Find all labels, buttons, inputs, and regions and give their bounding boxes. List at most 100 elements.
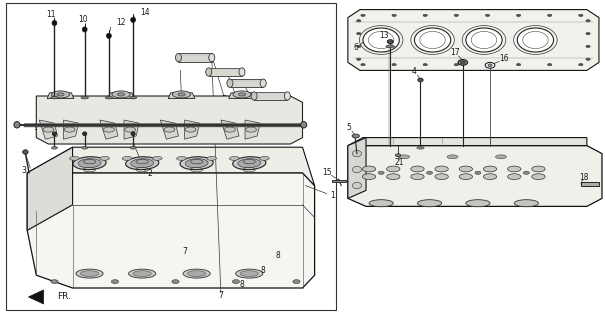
Ellipse shape [172, 91, 191, 98]
Ellipse shape [523, 171, 529, 174]
Polygon shape [100, 120, 118, 139]
Ellipse shape [423, 63, 427, 66]
Ellipse shape [293, 280, 300, 284]
Ellipse shape [586, 45, 590, 47]
Text: 8: 8 [261, 266, 266, 275]
Ellipse shape [232, 280, 240, 284]
Ellipse shape [81, 96, 88, 99]
Ellipse shape [301, 122, 307, 128]
Ellipse shape [178, 93, 185, 96]
Ellipse shape [352, 150, 362, 157]
Ellipse shape [52, 20, 57, 26]
Polygon shape [160, 120, 178, 139]
Text: 21: 21 [394, 158, 404, 167]
Polygon shape [245, 120, 260, 139]
Ellipse shape [417, 147, 424, 149]
Polygon shape [27, 147, 315, 186]
Ellipse shape [458, 60, 468, 65]
Ellipse shape [128, 269, 156, 278]
Text: 12: 12 [116, 18, 126, 27]
Ellipse shape [578, 63, 583, 66]
Ellipse shape [133, 271, 151, 276]
Bar [230, 79, 263, 87]
Polygon shape [348, 10, 599, 70]
Text: 1: 1 [330, 191, 335, 200]
Ellipse shape [106, 33, 111, 38]
Ellipse shape [548, 63, 552, 66]
Ellipse shape [122, 156, 132, 160]
Ellipse shape [356, 58, 361, 60]
Ellipse shape [417, 200, 442, 207]
Polygon shape [348, 138, 587, 154]
Ellipse shape [378, 171, 384, 174]
Ellipse shape [488, 64, 492, 67]
Ellipse shape [233, 91, 251, 98]
Ellipse shape [126, 157, 159, 170]
Ellipse shape [78, 159, 101, 168]
Text: 8: 8 [258, 96, 263, 105]
Ellipse shape [399, 155, 410, 159]
Ellipse shape [175, 53, 182, 62]
Ellipse shape [586, 33, 590, 35]
Ellipse shape [361, 63, 365, 66]
Ellipse shape [105, 96, 113, 99]
Ellipse shape [112, 91, 130, 98]
Ellipse shape [207, 156, 217, 160]
Ellipse shape [185, 159, 208, 168]
Ellipse shape [517, 63, 521, 66]
Text: 20: 20 [82, 125, 91, 134]
Ellipse shape [485, 62, 495, 68]
Text: 7: 7 [182, 247, 187, 256]
Ellipse shape [483, 166, 497, 172]
Polygon shape [221, 120, 239, 139]
Ellipse shape [100, 156, 110, 160]
Ellipse shape [459, 174, 473, 180]
Ellipse shape [485, 14, 489, 16]
Ellipse shape [240, 271, 258, 276]
Ellipse shape [417, 78, 424, 82]
Ellipse shape [361, 14, 365, 16]
Text: 8: 8 [240, 280, 244, 289]
Ellipse shape [52, 132, 56, 136]
Ellipse shape [238, 93, 246, 96]
Ellipse shape [466, 28, 502, 52]
Ellipse shape [356, 33, 361, 35]
Ellipse shape [82, 147, 88, 149]
Ellipse shape [131, 159, 154, 168]
Polygon shape [36, 96, 302, 144]
Ellipse shape [517, 14, 521, 16]
Ellipse shape [206, 68, 212, 76]
Polygon shape [39, 120, 57, 139]
Ellipse shape [233, 157, 266, 170]
Text: 7: 7 [221, 95, 226, 104]
Ellipse shape [356, 45, 361, 47]
Polygon shape [124, 120, 139, 139]
Ellipse shape [131, 17, 136, 22]
Ellipse shape [435, 174, 448, 180]
Ellipse shape [586, 20, 590, 22]
Ellipse shape [82, 132, 87, 136]
Ellipse shape [459, 166, 473, 172]
Text: FR.: FR. [57, 292, 71, 301]
Ellipse shape [508, 166, 521, 172]
Ellipse shape [548, 14, 552, 16]
Polygon shape [27, 173, 315, 288]
Ellipse shape [43, 127, 54, 132]
Ellipse shape [125, 127, 136, 132]
Polygon shape [108, 93, 134, 99]
Ellipse shape [414, 28, 451, 52]
Ellipse shape [447, 155, 458, 159]
Text: 8: 8 [276, 252, 281, 260]
Polygon shape [47, 93, 74, 99]
Text: 13: 13 [379, 31, 389, 40]
Ellipse shape [177, 156, 186, 160]
Ellipse shape [185, 127, 196, 132]
Ellipse shape [396, 154, 401, 156]
Polygon shape [168, 93, 195, 99]
Bar [581, 182, 599, 186]
Ellipse shape [76, 269, 103, 278]
Text: 17: 17 [450, 48, 460, 57]
Ellipse shape [411, 166, 424, 172]
Polygon shape [229, 93, 255, 99]
Polygon shape [64, 120, 79, 139]
